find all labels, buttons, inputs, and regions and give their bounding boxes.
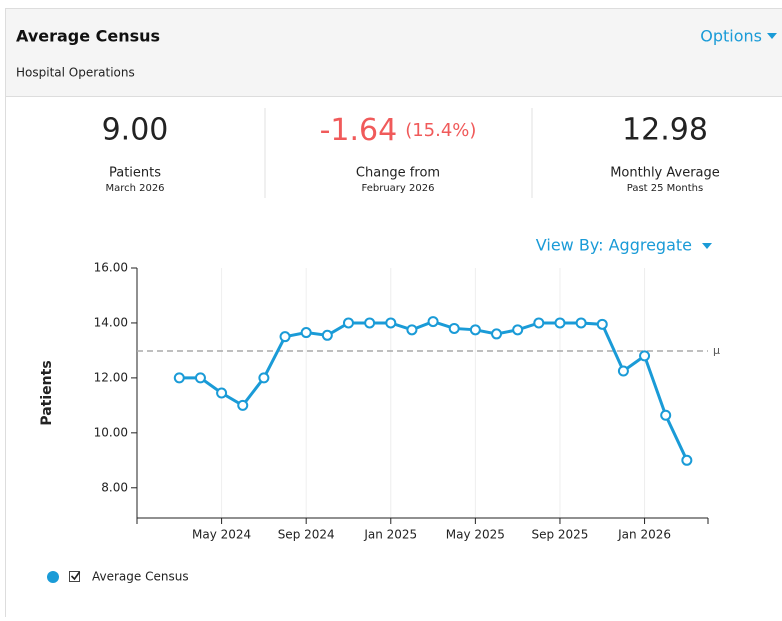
mean-label: µ — [713, 344, 720, 357]
view-by[interactable]: View By: Aggregate — [536, 236, 712, 255]
stat-sublabel: Past 25 Months — [627, 183, 703, 194]
data-point — [640, 351, 649, 360]
stat-label: Change from — [356, 166, 440, 181]
title: Average Census — [16, 27, 160, 46]
card-header — [6, 9, 782, 97]
y-tick-label: 12.00 — [94, 370, 128, 384]
stat-percent: (15.4%) — [405, 120, 476, 141]
data-point — [577, 318, 586, 327]
data-point — [534, 318, 543, 327]
data-point — [259, 373, 268, 382]
data-point — [323, 331, 332, 340]
data-point — [217, 389, 226, 398]
stat-label: Patients — [109, 166, 161, 181]
data-point — [238, 401, 247, 410]
data-point — [302, 328, 311, 337]
data-point — [407, 325, 416, 334]
data-point — [619, 367, 628, 376]
data-point — [682, 456, 691, 465]
stat-sublabel: February 2026 — [362, 183, 435, 194]
stat-sublabel: March 2026 — [105, 183, 164, 194]
legend-label: Average Census — [92, 570, 189, 584]
data-point — [661, 411, 670, 420]
x-tick-label: May 2024 — [192, 528, 251, 542]
data-point — [344, 318, 353, 327]
data-point — [281, 332, 290, 341]
x-tick-label: Sep 2025 — [531, 528, 588, 542]
y-axis-label: Patients — [39, 360, 55, 425]
data-point — [492, 329, 501, 338]
stat-value: 9.00 — [102, 113, 169, 148]
data-point — [598, 320, 607, 329]
card — [6, 9, 782, 618]
data-point — [175, 373, 184, 382]
data-point — [196, 373, 205, 382]
y-tick-label: 14.00 — [94, 315, 128, 329]
data-point — [429, 317, 438, 326]
stat-label: Monthly Average — [610, 166, 720, 181]
y-tick-label: 16.00 — [94, 261, 128, 275]
data-point — [513, 325, 522, 334]
x-tick-label: Sep 2024 — [278, 528, 335, 542]
data-point — [386, 318, 395, 327]
options-label[interactable]: Options — [700, 27, 762, 46]
x-tick-label: Jan 2025 — [363, 528, 417, 542]
y-tick-label: 10.00 — [94, 425, 128, 439]
data-point — [555, 318, 564, 327]
data-point — [365, 318, 374, 327]
stat-value: 12.98 — [622, 113, 708, 148]
y-tick-label: 8.00 — [101, 480, 128, 494]
subtitle: Hospital Operations — [16, 66, 135, 80]
view-by-label[interactable]: View By: Aggregate — [536, 236, 692, 255]
x-tick-label: Jan 2026 — [617, 528, 671, 542]
data-point — [450, 324, 459, 333]
legend-swatch — [47, 571, 59, 583]
stat-value: -1.64 — [320, 113, 398, 148]
x-tick-label: May 2025 — [446, 528, 505, 542]
data-point — [471, 325, 480, 334]
